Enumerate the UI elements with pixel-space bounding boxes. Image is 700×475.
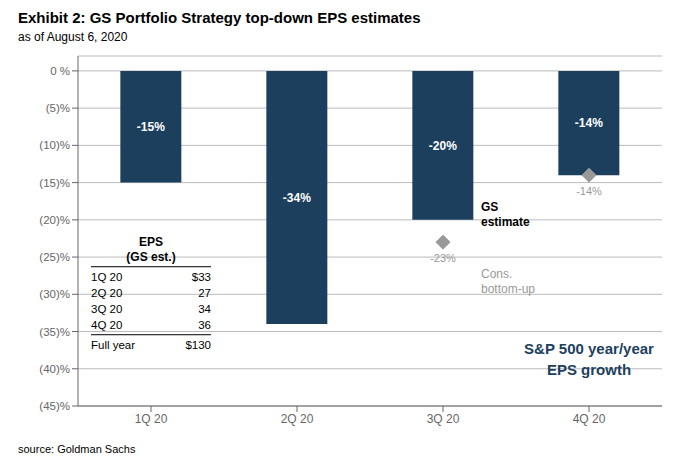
- svg-text:4Q 20: 4Q 20: [573, 412, 606, 426]
- svg-text:1Q 20: 1Q 20: [91, 271, 122, 283]
- svg-text:(30)%: (30)%: [39, 288, 70, 300]
- svg-text:2Q 20: 2Q 20: [91, 287, 122, 299]
- svg-text:-14%: -14%: [575, 116, 603, 130]
- svg-text:(45)%: (45)%: [39, 400, 70, 412]
- svg-text:36: 36: [198, 319, 211, 331]
- svg-text:$33: $33: [192, 271, 211, 283]
- svg-text:-34%: -34%: [283, 191, 311, 205]
- html-text:source: Goldman Sachs: source: Goldman Sachs: [18, 443, 136, 455]
- svg-text:(10)%: (10)%: [39, 139, 70, 151]
- svg-text:-14%: -14%: [576, 185, 602, 197]
- html-text:as of August 6, 2020: as of August 6, 2020: [18, 30, 128, 44]
- svg-text:-15%: -15%: [137, 120, 165, 134]
- svg-text:(20)%: (20)%: [39, 214, 70, 226]
- svg-text:(15)%: (15)%: [39, 177, 70, 189]
- svg-text:(25)%: (25)%: [39, 251, 70, 263]
- svg-text:GSestimate: GSestimate: [481, 200, 530, 229]
- svg-text:Cons.bottom-up: Cons.bottom-up: [481, 267, 535, 296]
- svg-text:3Q 20: 3Q 20: [91, 303, 122, 315]
- svg-text:0 %: 0 %: [50, 65, 70, 77]
- svg-text:Full year: Full year: [91, 339, 135, 351]
- svg-text:-20%: -20%: [429, 139, 457, 153]
- svg-text:(40)%: (40)%: [39, 363, 70, 375]
- svg-text:$130: $130: [185, 339, 211, 351]
- svg-text:3Q 20: 3Q 20: [427, 412, 460, 426]
- svg-text:S&P 500 year/yearEPS growth: S&P 500 year/yearEPS growth: [524, 340, 654, 378]
- svg-text:4Q 20: 4Q 20: [91, 319, 122, 331]
- svg-text:-23%: -23%: [430, 252, 456, 264]
- html-text:Exhibit 2: GS Portfolio Strate: Exhibit 2: GS Portfolio Strategy top-dow…: [18, 9, 421, 26]
- svg-text:EPS: EPS: [139, 235, 163, 249]
- svg-text:(5)%: (5)%: [46, 102, 70, 114]
- svg-text:34: 34: [198, 303, 211, 315]
- svg-text:(35)%: (35)%: [39, 326, 70, 338]
- svg-text:2Q 20: 2Q 20: [281, 412, 314, 426]
- svg-text:27: 27: [198, 287, 211, 299]
- svg-text:(GS est.): (GS est.): [126, 250, 175, 264]
- svg-text:1Q 20: 1Q 20: [135, 412, 168, 426]
